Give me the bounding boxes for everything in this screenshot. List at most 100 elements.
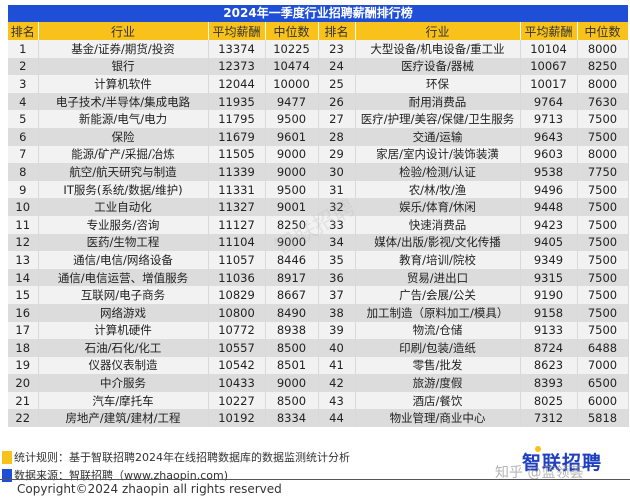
rank-cell: 24	[317, 57, 356, 76]
industry-cell: 能源/矿产/采掘/冶炼	[38, 145, 209, 164]
avg-salary-cell: 9496	[520, 180, 578, 199]
rank-cell: 5	[8, 110, 39, 128]
rank-cell: 6	[8, 127, 39, 146]
avg-salary-cell: 10557	[208, 339, 266, 357]
industry-cell: 旅游/度假	[355, 374, 521, 392]
median-cell: 7500	[577, 303, 629, 322]
industry-cell: 互联网/电子商务	[38, 286, 209, 304]
median-cell: 9000	[265, 145, 319, 164]
rank-cell: 19	[8, 356, 39, 375]
header-industry: 行业	[38, 22, 209, 40]
table-row: 21 汽车/摩托车 10227 8500 43 酒店/餐饮 8025 6000	[8, 391, 629, 410]
industry-cell: 汽车/摩托车	[38, 391, 209, 410]
median-cell: 8250	[577, 57, 629, 76]
rank-cell: 30	[317, 163, 356, 181]
rank-cell: 38	[317, 303, 356, 322]
rank-cell: 3	[8, 75, 39, 93]
avg-salary-cell: 9603	[520, 145, 578, 164]
median-cell: 10000	[265, 75, 319, 93]
table-row: 17 计算机硬件 10772 8938 39 物流/仓储 9133 7500	[8, 321, 629, 340]
avg-salary-cell: 9713	[520, 110, 578, 128]
avg-salary-cell: 9405	[520, 233, 578, 252]
median-cell: 8000	[577, 75, 629, 93]
industry-cell: 通信/电信/网络设备	[38, 251, 209, 269]
industry-cell: 基金/证券/期货/投资	[38, 40, 209, 58]
rank-cell: 12	[8, 233, 39, 252]
table-row: 22 房地产/建筑/建材/工程 10192 8334 44 物业管理/商业中心 7312 58…	[8, 409, 629, 428]
industry-cell: 计算机软件	[38, 75, 209, 93]
avg-salary-cell: 10772	[208, 321, 266, 340]
blue-swatch-icon	[2, 468, 12, 482]
avg-salary-cell: 10800	[208, 303, 266, 322]
industry-cell: 石油/石化/化工	[38, 339, 209, 357]
rank-cell: 29	[317, 145, 356, 164]
industry-cell: 新能源/电气/电力	[38, 110, 209, 128]
header-row: 排名 行业 平均薪酬 中位数 排名 行业 平均薪酬 中位数	[8, 22, 629, 40]
median-cell: 9001	[265, 198, 319, 216]
median-cell: 7500	[577, 251, 629, 269]
avg-salary-cell: 8025	[520, 391, 578, 410]
industry-cell: 交通/运输	[355, 127, 521, 146]
industry-cell: 教育/培训/院校	[355, 251, 521, 269]
table-row: 16 网络游戏 10800 8490 38 加工制造（原料加工/模具） 9158 7500	[8, 303, 629, 322]
table-row: 15 互联网/电子商务 10829 8667 37 广告/会展/公关 9190 7500	[8, 286, 629, 304]
industry-cell: 专业服务/咨询	[38, 215, 209, 234]
table-row: 2 银行 12373 10474 24 医疗设备/器械 10067 8250	[8, 57, 629, 76]
avg-salary-cell: 11935	[208, 92, 266, 111]
median-cell: 10474	[265, 57, 319, 76]
rank-cell: 8	[8, 163, 39, 181]
industry-cell: 耐用消费品	[355, 92, 521, 111]
industry-cell: 加工制造（原料加工/模具）	[355, 303, 521, 322]
rank-cell: 2	[8, 57, 39, 76]
industry-cell: 房地产/建筑/建材/工程	[38, 409, 209, 428]
avg-salary-cell: 10067	[520, 57, 578, 76]
median-cell: 8250	[265, 215, 319, 234]
industry-cell: 医疗/护理/美容/保健/卫生服务	[355, 110, 521, 128]
avg-salary-cell: 11036	[208, 268, 266, 287]
median-cell: 9477	[265, 92, 319, 111]
industry-cell: 贸易/进出口	[355, 268, 521, 287]
rank-cell: 36	[317, 268, 356, 287]
median-cell: 7630	[577, 92, 629, 111]
avg-salary-cell: 9643	[520, 127, 578, 146]
rank-cell: 33	[317, 215, 356, 234]
avg-salary-cell: 10104	[520, 40, 578, 58]
table-row: 10 工业自动化 11327 9001 32 娱乐/体育/休闲 9448 7500	[8, 198, 629, 216]
industry-cell: 农/林/牧/渔	[355, 180, 521, 199]
zhaopin-logo: 智联招聘	[522, 452, 603, 474]
avg-salary-cell: 9423	[520, 215, 578, 234]
industry-cell: 医药/生物工程	[38, 233, 209, 252]
industry-cell: 保险	[38, 127, 209, 146]
rank-cell: 28	[317, 127, 356, 146]
median-cell: 8446	[265, 251, 319, 269]
median-cell: 10225	[265, 40, 319, 58]
industry-cell: 快速消费品	[355, 215, 521, 234]
industry-cell: 工业自动化	[38, 198, 209, 216]
divider	[0, 479, 630, 480]
industry-cell: 环保	[355, 75, 521, 93]
avg-salary-cell: 10829	[208, 286, 266, 304]
avg-salary-cell: 9158	[520, 303, 578, 322]
median-cell: 7500	[577, 198, 629, 216]
avg-salary-cell: 7312	[520, 409, 578, 428]
rank-cell: 16	[8, 303, 39, 322]
avg-salary-cell: 8724	[520, 339, 578, 357]
header-avg-salary: 平均薪酬	[520, 22, 578, 40]
rank-cell: 35	[317, 251, 356, 269]
industry-cell: 广告/会展/公关	[355, 286, 521, 304]
median-cell: 9500	[265, 110, 319, 128]
table-row: 20 中介服务 10433 9000 42 旅游/度假 8393 6500	[8, 374, 629, 392]
avg-salary-cell: 9315	[520, 268, 578, 287]
table-row: 19 仪器仪表制造 10542 8501 41 零售/批发 8623 7000	[8, 356, 629, 375]
avg-salary-cell: 11057	[208, 251, 266, 269]
avg-salary-cell: 12044	[208, 75, 266, 93]
median-cell: 7500	[577, 127, 629, 146]
avg-salary-cell: 9133	[520, 321, 578, 340]
header-rank: 排名	[8, 22, 39, 40]
median-cell: 8500	[265, 339, 319, 357]
avg-salary-cell: 11505	[208, 145, 266, 164]
copyright: Copyright©2024 zhaopin all rights reserv…	[17, 482, 282, 496]
median-cell: 8667	[265, 286, 319, 304]
industry-cell: 网络游戏	[38, 303, 209, 322]
table-row: 8 航空/航天研究与制造 11339 9000 30 检验/检测/认证 9538 7750	[8, 163, 629, 181]
